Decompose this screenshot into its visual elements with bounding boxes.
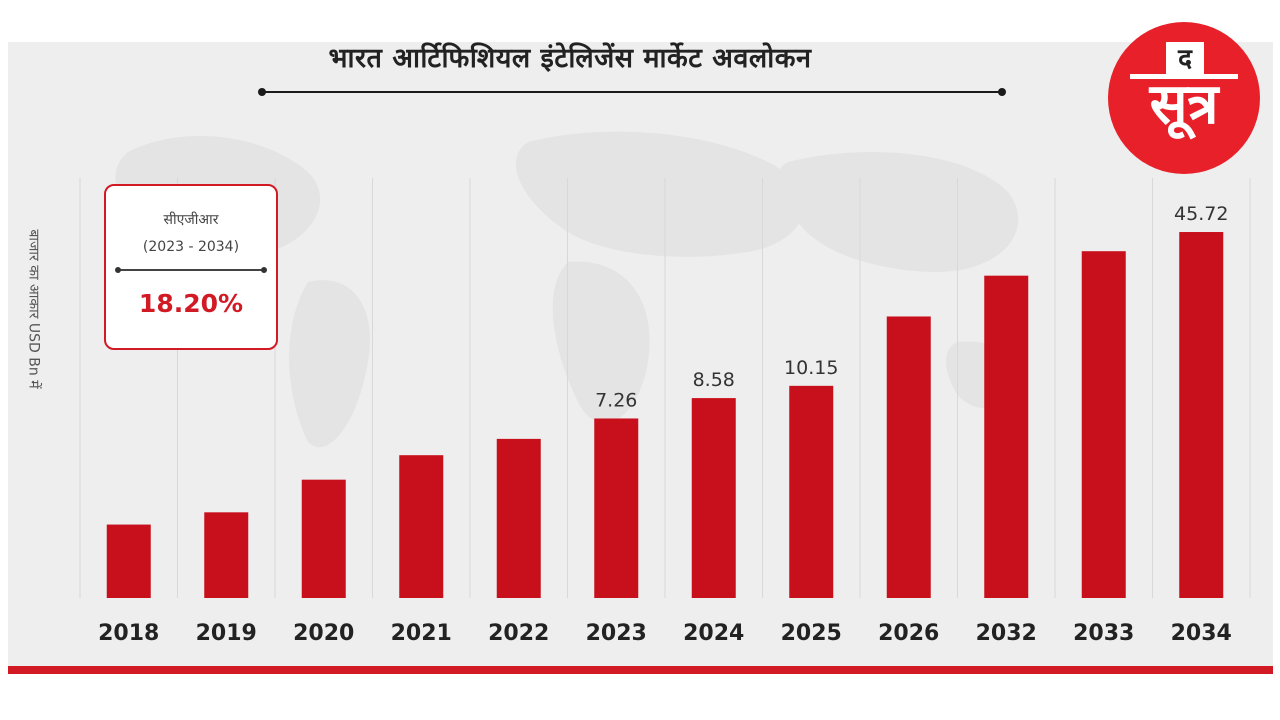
x-tick-label: 2022 bbox=[488, 621, 549, 646]
x-tick-label: 2020 bbox=[293, 621, 354, 646]
data-label: 7.26 bbox=[595, 389, 637, 411]
bar-2033 bbox=[1081, 251, 1126, 598]
chart-title: भारत आर्टिफिशियल इंटेलिजेंस मार्केट अवलो… bbox=[328, 43, 812, 74]
bottom-accent-stripe bbox=[8, 666, 1273, 674]
logo-word: सूत्र bbox=[1149, 72, 1219, 137]
x-tick-label: 2024 bbox=[683, 621, 744, 646]
bar-2025 bbox=[789, 385, 834, 598]
bar-2018 bbox=[106, 524, 151, 598]
bar-2026 bbox=[886, 316, 931, 598]
cagr-label: सीएजीआर bbox=[163, 212, 219, 228]
x-tick-label: 2033 bbox=[1073, 621, 1134, 646]
cagr-period: (2023 - 2034) bbox=[142, 239, 240, 255]
data-label: 10.15 bbox=[784, 357, 838, 379]
bar-2032 bbox=[984, 275, 1029, 598]
bar-2019 bbox=[204, 512, 249, 598]
data-label: 8.58 bbox=[693, 369, 735, 391]
bar-2020 bbox=[301, 479, 346, 598]
x-tick-label: 2019 bbox=[196, 621, 257, 646]
cagr-callout: सीएजीआर (2023 - 2034) 18.20% bbox=[104, 184, 278, 350]
cagr-value: 18.20% bbox=[138, 289, 244, 318]
bar-2024 bbox=[691, 398, 736, 598]
x-tick-label: 2018 bbox=[98, 621, 159, 646]
x-tick-label: 2034 bbox=[1171, 621, 1232, 646]
data-label: 45.72 bbox=[1174, 203, 1228, 225]
bar-2023 bbox=[594, 418, 639, 598]
x-tick-label: 2023 bbox=[586, 621, 647, 646]
bar-2022 bbox=[496, 438, 541, 598]
logo-letter: द bbox=[1178, 44, 1192, 74]
bar-2034 bbox=[1179, 232, 1224, 599]
x-tick-label: 2025 bbox=[781, 621, 842, 646]
cagr-divider bbox=[115, 267, 267, 273]
x-tick-label: 2021 bbox=[391, 621, 452, 646]
title-underline bbox=[258, 88, 1006, 96]
x-tick-label: 2026 bbox=[878, 621, 939, 646]
brand-logo bbox=[1108, 22, 1260, 174]
bar-2021 bbox=[399, 455, 444, 598]
x-tick-label: 2032 bbox=[976, 621, 1037, 646]
